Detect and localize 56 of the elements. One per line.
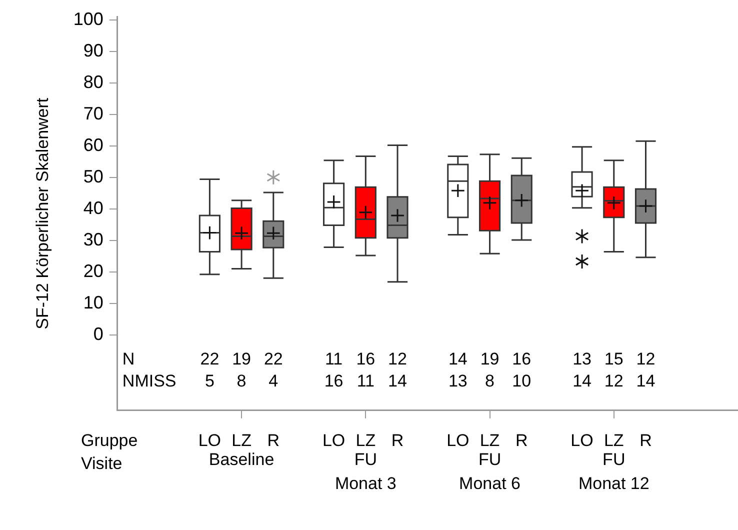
annotation: 16 <box>324 372 344 391</box>
annotation: 19 <box>480 350 500 369</box>
annotation: 13 <box>448 372 468 391</box>
text: LZ <box>480 431 500 450</box>
text: LO <box>570 431 594 450</box>
text: R <box>267 431 280 450</box>
x-tick-label: FU Monat 12 <box>578 450 650 493</box>
annotation: 10 <box>512 372 532 391</box>
y-tick-label: 10 <box>83 292 104 312</box>
y-tick-label: 30 <box>83 229 104 250</box>
annotation: 5 <box>204 372 214 391</box>
text: R <box>640 431 652 450</box>
annotation: 22 <box>200 350 220 369</box>
annotation: 13 <box>572 350 592 369</box>
text: R <box>391 431 404 450</box>
annotation: 14 <box>572 372 592 391</box>
text: LZ <box>356 431 376 450</box>
text: Visite <box>81 454 122 474</box>
annotation: 11 <box>356 372 374 391</box>
y-tick-label: 40 <box>83 198 104 218</box>
x-tick-label: FU Monat 6 <box>459 450 520 493</box>
text: LO <box>198 431 222 450</box>
annotation: N <box>122 350 135 369</box>
text: Gruppe <box>81 431 138 450</box>
annotation: 8 <box>236 372 246 391</box>
annotation: 19 <box>232 350 252 369</box>
y-tick-label: 0 <box>93 324 104 344</box>
y-tick-label: 60 <box>83 134 104 155</box>
y-tick-label: 80 <box>83 72 104 92</box>
annotation: 14 <box>448 350 468 369</box>
text: LO <box>446 431 470 450</box>
annotation: 14 <box>388 372 407 391</box>
y-tick-label: 20 <box>83 260 104 281</box>
x-tick-label: FU Monat 3 <box>334 450 396 493</box>
annotation: 14 <box>636 372 656 391</box>
annotation: 15 <box>604 350 624 369</box>
annotation: 12 <box>636 350 656 369</box>
annotation: 12 <box>604 372 624 391</box>
annotation: 16 <box>512 350 532 369</box>
annotation: 16 <box>356 350 376 369</box>
y-tick-label: 100 <box>73 8 104 29</box>
text: LZ <box>604 431 624 450</box>
annotation: 4 <box>268 372 278 391</box>
annotation: 8 <box>485 372 495 391</box>
annotation: NMISS <box>122 372 176 391</box>
annotation: 11 <box>324 350 343 369</box>
y-tick-label: 50 <box>83 166 104 186</box>
annotation: 22 <box>264 350 283 369</box>
y-axis-title: SF-12 Körperlicher Skalenwert <box>32 98 52 330</box>
text: LZ <box>232 431 252 450</box>
text: LO <box>322 431 346 450</box>
x-tick-label: Baseline <box>208 450 274 469</box>
text: R <box>515 431 528 450</box>
annotation: 12 <box>388 350 407 369</box>
y-tick-label: 90 <box>83 40 104 60</box>
y-tick-label: 70 <box>83 103 104 124</box>
